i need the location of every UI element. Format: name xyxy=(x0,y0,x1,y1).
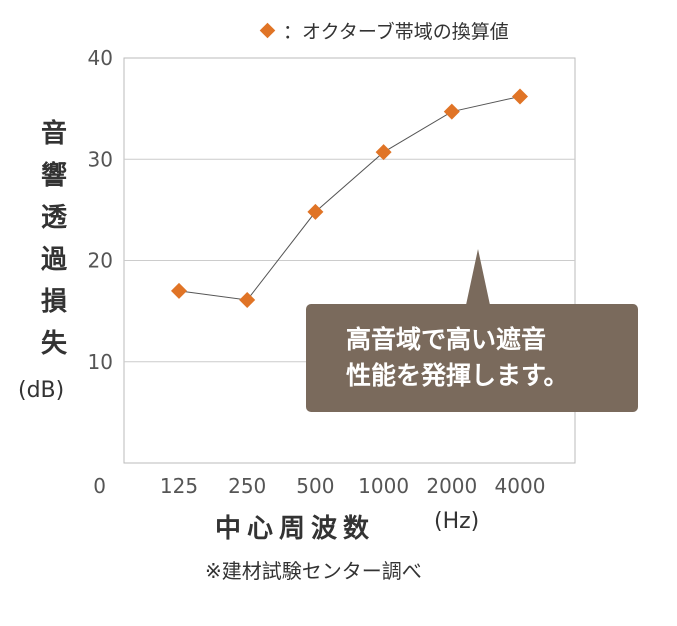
y-tick-label: 0 xyxy=(93,474,106,498)
data-point-500 xyxy=(307,203,324,220)
legend-diamond-icon xyxy=(259,22,276,39)
legend-label: ：オクターブ帯域の換算値 xyxy=(283,21,509,43)
y-tick-label: 40 xyxy=(88,46,113,70)
y-axis-ticks: 0 10 20 30 40 xyxy=(88,46,113,498)
y-axis-label-char: 失 xyxy=(40,329,67,359)
data-point-1000 xyxy=(375,144,392,161)
y-axis-label-char: 音 xyxy=(40,119,67,149)
y-tick-label: 20 xyxy=(88,249,113,273)
x-tick-label: 250 xyxy=(228,474,266,498)
data-point-4000 xyxy=(512,88,528,105)
x-tick-label: 125 xyxy=(160,474,198,498)
data-point-250 xyxy=(239,291,256,308)
callout-pointer xyxy=(466,249,490,305)
y-tick-label: 30 xyxy=(88,147,113,171)
x-tick-label: 2000 xyxy=(426,474,477,498)
y-tick-label: 10 xyxy=(88,350,113,374)
y-axis-label-char: 過 xyxy=(40,245,67,275)
x-axis-unit: (Hz) xyxy=(434,509,480,534)
callout-box: 高音域で高い遮音 性能を発揮します。 xyxy=(306,249,638,412)
series-line xyxy=(178,95,521,301)
data-point-2000 xyxy=(443,103,460,120)
y-axis-label-char: 響 xyxy=(40,161,67,191)
legend: ：オクターブ帯域の換算値 xyxy=(259,17,509,44)
y-axis-label-char: 損 xyxy=(40,287,67,317)
series-points xyxy=(171,88,528,308)
x-tick-label: 1000 xyxy=(358,474,409,498)
source-note: ※建材試験センター調べ xyxy=(205,559,422,583)
data-point-125 xyxy=(171,282,187,299)
y-axis-unit: (dB) xyxy=(18,378,65,403)
x-tick-label: 4000 xyxy=(495,474,546,498)
x-tick-label: 500 xyxy=(296,474,334,498)
y-axis-label: 音響透過損失 xyxy=(34,113,74,365)
y-axis-label-char: 透 xyxy=(40,203,67,233)
callout-text: 高音域で高い遮音 性能を発揮します。 xyxy=(346,325,569,390)
x-axis-label: 中心周波数 xyxy=(215,514,376,544)
x-axis-ticks: 125 250 500 1000 2000 4000 xyxy=(160,474,546,498)
